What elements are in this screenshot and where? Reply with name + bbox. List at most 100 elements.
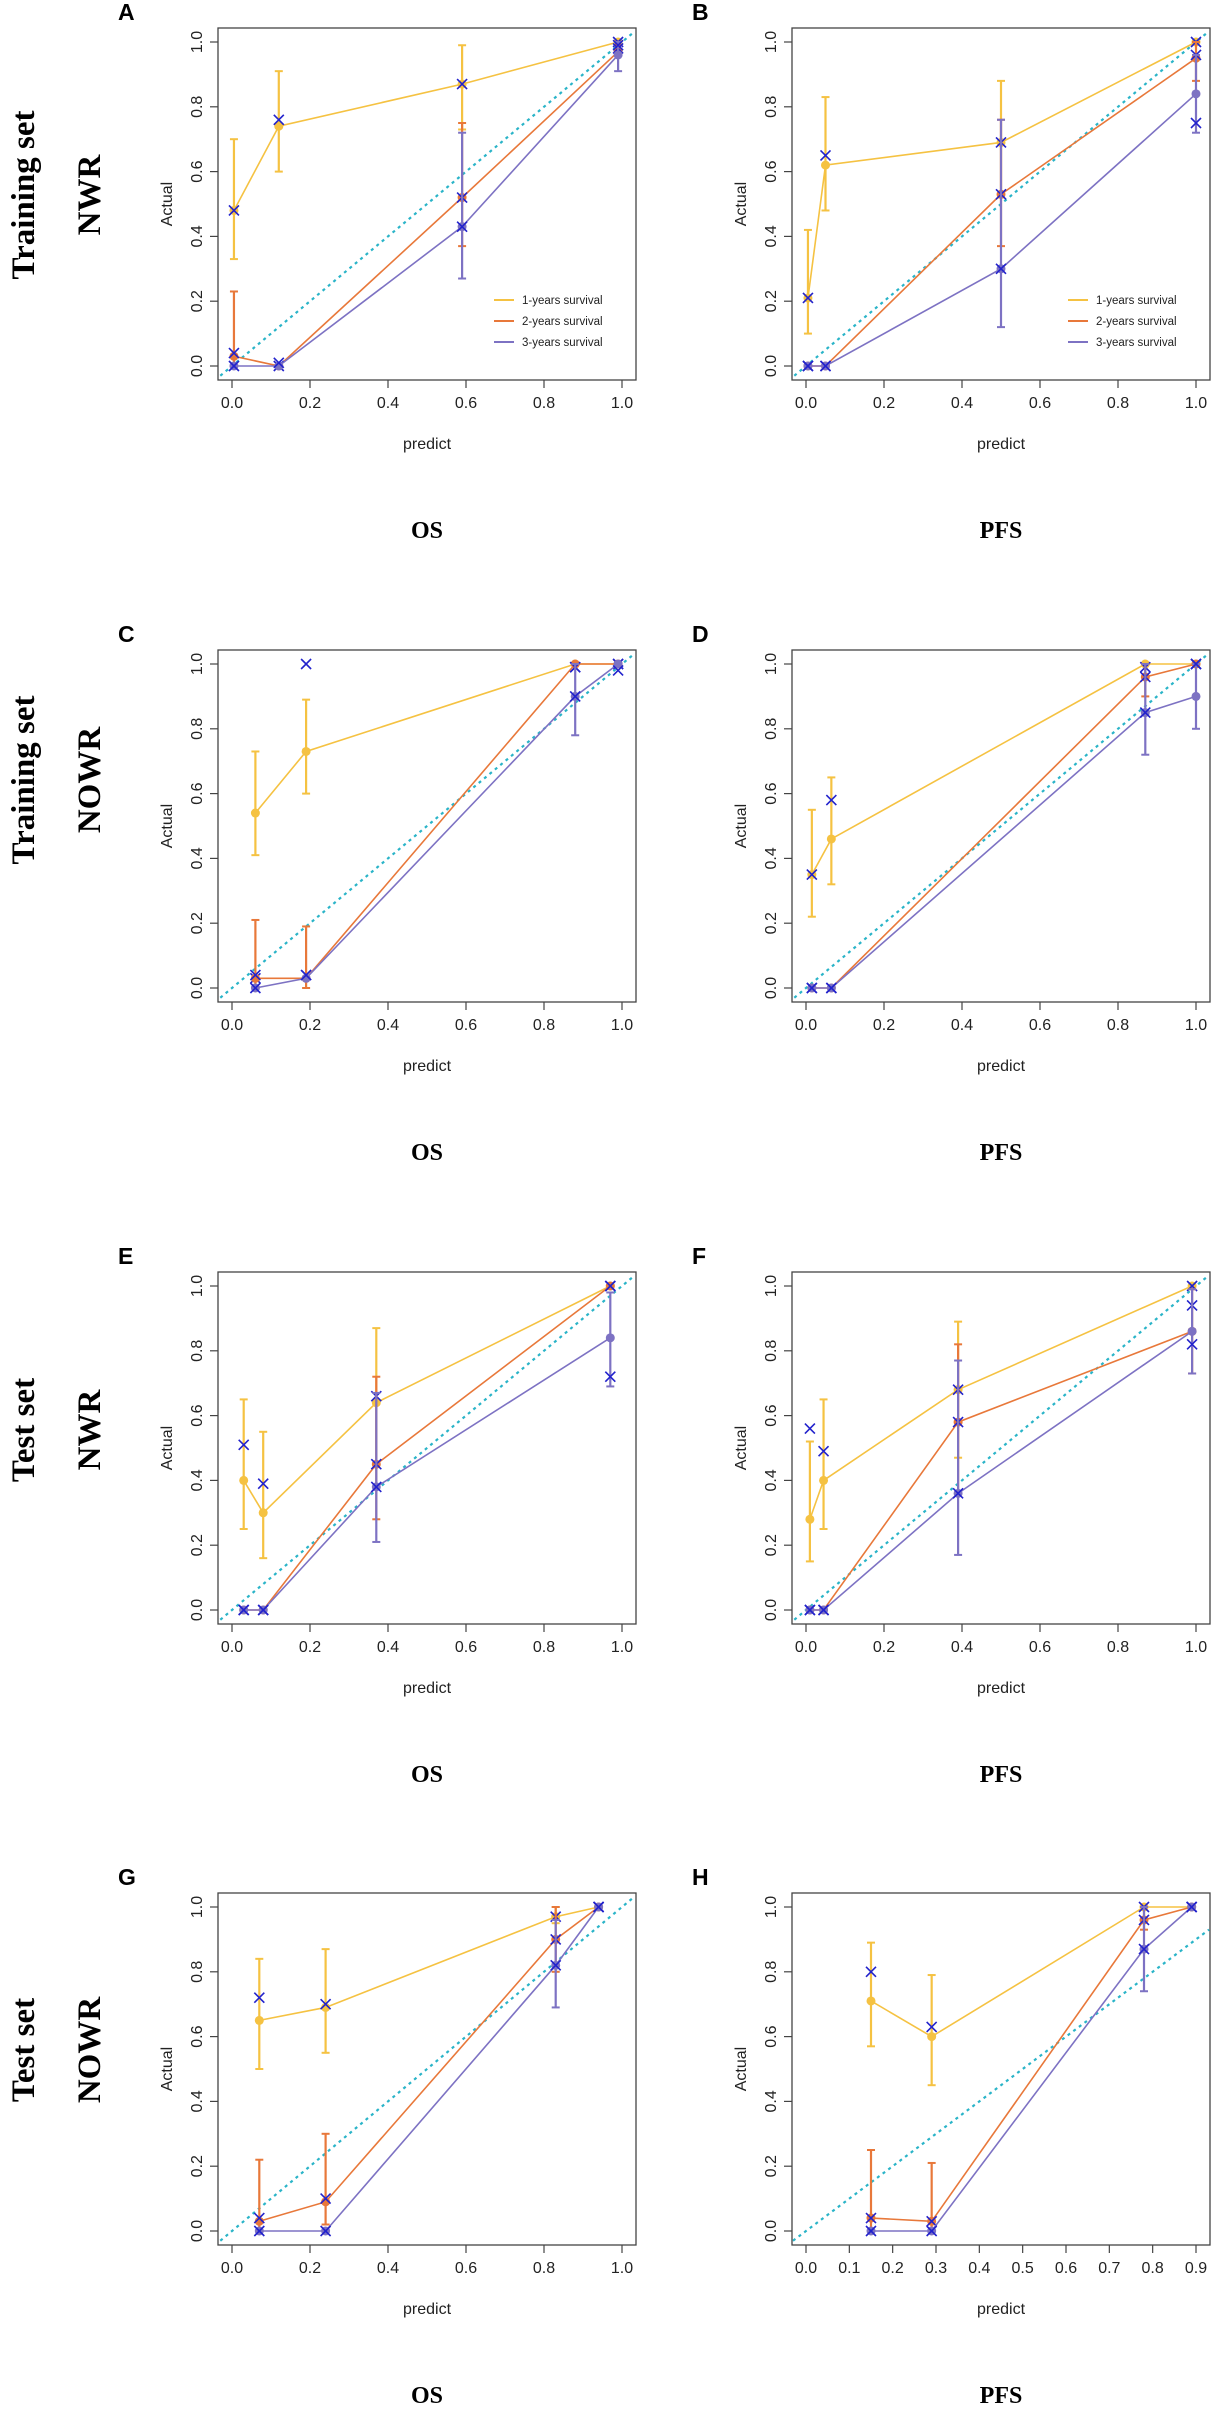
data-point <box>821 160 830 170</box>
x-axis-label: predict <box>403 2301 452 2318</box>
y-tick-label: 0.2 <box>763 2155 780 2177</box>
panel-G: G 0.0 0.2 0.4 0.6 0.8 1.0 0.0 0.2 0.4 0.6 0.8 1.0 pre… <box>118 1864 637 2409</box>
cross-stroke <box>995 263 1007 275</box>
x-tick-label: 0.0 <box>795 395 817 412</box>
legend-label: 1-years survival <box>1096 295 1177 307</box>
y-tick-label: 0.0 <box>763 355 780 377</box>
data-point <box>301 746 311 756</box>
y-tick-label: 0.8 <box>763 1340 780 1362</box>
y-tick-label: 0.4 <box>189 2090 206 2112</box>
plot-frame <box>791 649 1211 1003</box>
series-3-years <box>228 39 624 372</box>
cross-stroke <box>253 1992 265 2004</box>
y-tick-label: 1.0 <box>189 653 206 675</box>
y-axis-label: Actual <box>159 2047 176 2091</box>
observed-cross <box>926 2215 938 2227</box>
x-tick-label: 1.0 <box>1185 1017 1207 1034</box>
observed-cross <box>300 658 312 670</box>
cross-stroke <box>273 114 285 126</box>
observed-cross <box>819 149 832 161</box>
observed-cross <box>1186 1901 1198 1913</box>
cross-stroke <box>300 969 312 981</box>
data-point <box>805 1514 815 1524</box>
cross-stroke <box>253 2212 265 2224</box>
data-point <box>1191 89 1201 99</box>
series-line <box>809 1330 1193 1611</box>
series-line <box>259 1906 600 2223</box>
y-tick-label: 0.4 <box>763 1469 780 1491</box>
observed-cross <box>804 1604 816 1616</box>
y-tick-label: 0.6 <box>763 1404 780 1426</box>
cross-stroke <box>273 357 285 369</box>
observed-cross <box>604 1280 616 1292</box>
observed-cross <box>604 1371 616 1383</box>
series-3-years <box>865 1901 1198 2237</box>
cross-stroke <box>456 221 468 233</box>
cross-stroke <box>806 982 818 994</box>
legend-label: 1-years survival <box>522 295 603 307</box>
row-label-2: Training set NOWR <box>6 696 108 865</box>
x-tick-label: 0.2 <box>882 2260 904 2277</box>
cross-stroke <box>1186 1901 1198 1913</box>
observed-cross <box>593 1901 605 1913</box>
x-tick-label: 0.8 <box>1107 395 1129 412</box>
observed-cross <box>952 1487 964 1499</box>
cross-stroke <box>228 204 240 217</box>
x-tick-label: 0.4 <box>951 395 973 412</box>
panel-letter: H <box>692 1864 709 1890</box>
y-axis-label: Actual <box>733 1426 750 1470</box>
y-tick-label: 0.2 <box>189 290 206 312</box>
cross-stroke <box>1190 658 1202 670</box>
cross-stroke <box>1190 117 1202 129</box>
x-tick-label: 0.8 <box>533 395 555 412</box>
row-set-label: Training set <box>6 111 42 280</box>
y-tick-label: 0.2 <box>189 2155 206 2177</box>
panel-letter: E <box>118 1243 133 1269</box>
legend-label: 2-years survival <box>1096 316 1177 328</box>
observed-cross <box>819 360 832 372</box>
cross-stroke <box>550 1959 562 1971</box>
panel-D: D 0.0 0.2 0.4 0.6 0.8 1.0 0.0 0.2 0.4 0.6 0.8 1.0 pre… <box>692 621 1211 1166</box>
x-tick-label: 0.6 <box>1055 2260 1077 2277</box>
x-tick-label: 0.2 <box>873 395 895 412</box>
series-2-years <box>253 1901 605 2232</box>
observed-cross <box>228 360 240 372</box>
cross-stroke <box>370 1481 382 1493</box>
series-1-years <box>238 1280 616 1560</box>
series-line <box>259 1906 600 2232</box>
y-tick-label: 0.2 <box>763 1534 780 1556</box>
legend-label: 2-years survival <box>522 316 603 328</box>
x-tick-label: 0.6 <box>1029 395 1051 412</box>
x-tick-label: 0.2 <box>299 1017 321 1034</box>
y-tick-label: 1.0 <box>189 1275 206 1297</box>
series-1-years <box>253 1901 605 2070</box>
observed-cross <box>802 360 814 372</box>
data-point <box>927 2032 937 2042</box>
series-line <box>811 695 1197 989</box>
x-tick-label: 0.2 <box>299 1639 321 1656</box>
cross-stroke <box>253 2225 265 2237</box>
y-tick-label: 0.0 <box>189 1599 206 1621</box>
panel-caption: PFS <box>980 2383 1023 2409</box>
y-tick-label: 0.6 <box>189 2025 206 2047</box>
observed-cross <box>817 1445 830 1457</box>
cross-stroke <box>320 2193 332 2205</box>
observed-cross <box>253 2225 265 2237</box>
x-tick-label: 0.4 <box>951 1639 973 1656</box>
series-3-years <box>804 1288 1198 1616</box>
series-line <box>807 93 1197 367</box>
y-axis-label: Actual <box>733 2047 750 2091</box>
x-tick-label: 0.6 <box>455 395 477 412</box>
observed-cross <box>249 969 261 981</box>
y-tick-label: 0.4 <box>189 847 206 869</box>
panel-C: C 0.0 0.2 0.4 0.6 0.8 1.0 0.0 0.2 0.4 0.6 0.8 1.0 pre… <box>118 621 637 1166</box>
row-model-label: NWR <box>72 1389 108 1471</box>
panel-caption: PFS <box>980 518 1023 544</box>
x-tick-label: 0.3 <box>925 2260 947 2277</box>
cross-stroke <box>1138 1943 1150 1955</box>
series-line <box>243 1337 611 1611</box>
series-line <box>807 41 1197 299</box>
observed-cross <box>257 1604 269 1616</box>
y-axis-label: Actual <box>733 804 750 848</box>
x-tick-label: 0.0 <box>795 1639 817 1656</box>
